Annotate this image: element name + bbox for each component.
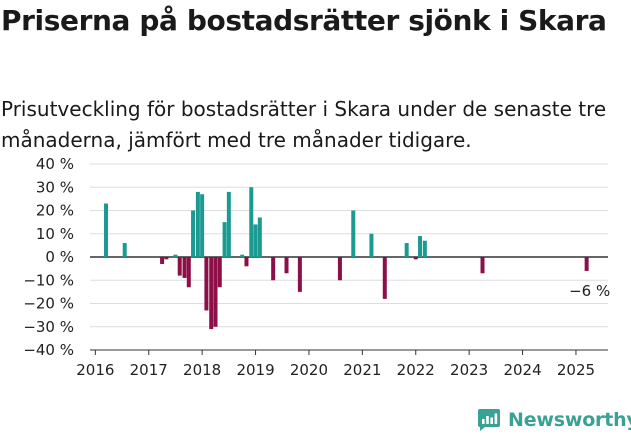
bar	[257, 217, 262, 257]
bar	[253, 224, 258, 257]
bar	[122, 243, 127, 257]
y-tick-label: −30 %	[23, 318, 74, 336]
brand-name: Newsworthy	[508, 409, 631, 431]
bar	[164, 257, 169, 260]
bar	[422, 240, 427, 257]
bar	[382, 257, 387, 299]
bar-chart: 40 %30 %20 %10 %0 %−10 %−20 %−30 %−40 % …	[23, 155, 610, 379]
x-tick-label: 2020	[290, 361, 328, 379]
y-tick-label: −20 %	[23, 295, 74, 313]
bar	[297, 257, 302, 292]
y-tick-label: 20 %	[36, 202, 74, 220]
bar	[584, 257, 589, 271]
bar	[186, 257, 191, 288]
y-tick-label: −10 %	[23, 271, 74, 289]
chart-subtitle: Prisutveckling för bostadsrätter i Skara…	[1, 97, 607, 152]
bar	[404, 243, 409, 257]
bar	[200, 194, 205, 257]
x-tick-label: 2022	[397, 361, 435, 379]
bar	[351, 210, 356, 257]
y-tick-label: −40 %	[23, 341, 74, 359]
y-tick-label: 30 %	[36, 178, 74, 196]
bar	[226, 191, 231, 257]
x-tick-label: 2023	[450, 361, 488, 379]
bar	[173, 254, 178, 257]
bar	[480, 257, 485, 274]
bar	[177, 257, 182, 276]
y-tick-label: 0 %	[45, 248, 74, 266]
y-tick-label: 40 %	[36, 155, 74, 173]
bar	[182, 257, 187, 278]
x-tick-label: 2025	[557, 361, 595, 379]
bar	[195, 191, 200, 257]
x-tick-label: 2018	[183, 361, 221, 379]
y-axis-tick-labels: 40 % 30 % 20 % 10 % 0 % −10 % −20 % −30 % −40 %	[23, 155, 74, 359]
brand: Newsworthy	[476, 407, 631, 433]
bar	[284, 257, 289, 274]
bar	[271, 257, 276, 281]
annotations: −6 %	[569, 282, 610, 300]
bar	[244, 257, 249, 267]
bar	[191, 210, 196, 257]
bar	[104, 203, 109, 257]
x-tick-label: 2017	[130, 361, 168, 379]
bar	[369, 233, 374, 257]
bar	[337, 257, 342, 281]
x-tick-label: 2016	[76, 361, 114, 379]
chart-title: Priserna på bostadsrätter sjönk i Skara	[1, 4, 607, 37]
bar	[240, 254, 245, 257]
y-tick-label: 10 %	[36, 225, 74, 243]
x-tick-label: 2019	[236, 361, 274, 379]
last-value-label: −6 %	[569, 282, 610, 300]
newsworthy-logo-icon	[478, 409, 500, 431]
bar	[249, 187, 254, 257]
bar	[217, 257, 222, 288]
bars	[104, 187, 589, 330]
bar	[413, 257, 418, 260]
bar	[160, 257, 165, 264]
bar	[213, 257, 218, 327]
bar	[222, 222, 227, 257]
bar	[209, 257, 214, 330]
bar	[204, 257, 209, 311]
x-tick-label: 2021	[343, 361, 381, 379]
x-tick-label: 2024	[503, 361, 541, 379]
x-axis: 2016 2017 2018 2019 2020 2021 2022 2023 2024 2025	[76, 349, 608, 379]
bar	[418, 236, 423, 257]
